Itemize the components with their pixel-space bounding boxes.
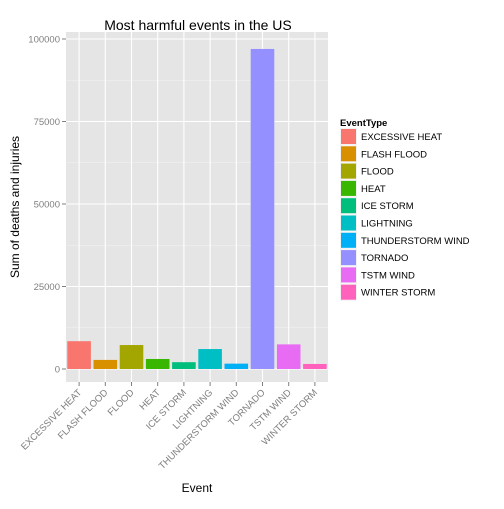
legend-title: EventType xyxy=(340,118,387,129)
legend-swatch xyxy=(341,250,356,266)
x-tick-label: FLOOD xyxy=(106,387,137,418)
bar xyxy=(198,349,222,369)
legend-label: EXCESSIVE HEAT xyxy=(361,132,442,143)
legend-label: FLASH FLOOD xyxy=(361,149,427,160)
grid-major xyxy=(66,32,328,382)
y-tick-label: 25000 xyxy=(34,282,60,293)
bar xyxy=(276,344,301,369)
bar xyxy=(172,362,196,369)
y-tick-label: 0 xyxy=(55,365,60,376)
legend-label: WINTER STORM xyxy=(361,288,435,299)
legend-label: FLOOD xyxy=(361,167,394,178)
bar xyxy=(224,363,249,369)
bars xyxy=(67,48,327,369)
bar xyxy=(67,341,91,369)
chart-title: Most harmful events in the US xyxy=(104,17,292,33)
legend-swatch xyxy=(341,284,356,300)
legend: EventType EXCESSIVE HEAT FLASH FLOOD FLOOD… xyxy=(340,118,470,301)
y-tick-label: 100000 xyxy=(28,35,60,46)
bar xyxy=(250,48,275,369)
legend-label: TSTM WIND xyxy=(361,270,415,281)
legend-label: LIGHTNING xyxy=(361,219,413,230)
bar xyxy=(145,358,170,369)
legend-swatch xyxy=(341,129,356,144)
plot-panel xyxy=(66,32,328,382)
legend-swatch xyxy=(341,215,356,231)
bar xyxy=(93,359,118,369)
y-axis-label: Sum of deaths and injuries xyxy=(8,136,22,278)
legend-swatch xyxy=(341,146,356,162)
legend-swatch xyxy=(341,198,356,214)
grid-minor xyxy=(66,79,328,329)
legend-items: EXCESSIVE HEAT FLASH FLOOD FLOOD HEAT ICE ST… xyxy=(340,128,470,301)
x-axis-label: Event xyxy=(182,481,213,495)
y-axis: 0 25000 50000 75000 100000 xyxy=(28,35,66,376)
legend-swatch xyxy=(341,163,356,179)
legend-swatch xyxy=(341,180,356,196)
legend-label: THUNDERSTORM WIND xyxy=(361,236,470,247)
y-tick-label: 50000 xyxy=(34,200,60,211)
legend-label: HEAT xyxy=(361,184,386,195)
legend-swatch xyxy=(341,232,356,248)
legend-label: TORNADO xyxy=(361,253,408,264)
bar xyxy=(303,363,327,369)
legend-label: ICE STORM xyxy=(361,201,414,212)
y-tick-label: 75000 xyxy=(34,117,60,128)
bar xyxy=(119,345,144,369)
legend-swatch xyxy=(341,267,356,283)
